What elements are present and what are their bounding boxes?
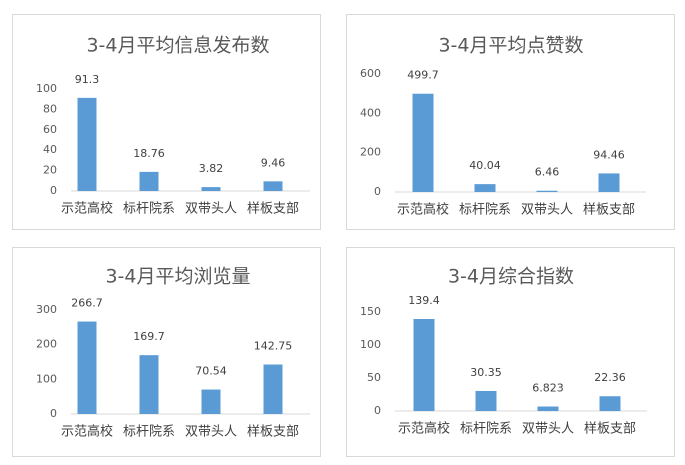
y-tick-label: 600 bbox=[360, 67, 381, 80]
chart-panel-info-posts: 3-4月平均信息发布数 0 20 40 60 80 100 91.3 示范高校 18.76 标杆院系… bbox=[12, 14, 321, 230]
data-label: 94.46 bbox=[593, 148, 625, 161]
bar bbox=[537, 406, 559, 411]
data-label: 30.35 bbox=[470, 366, 502, 379]
chart-title: 3-4月平均点赞数 bbox=[438, 35, 583, 57]
bar bbox=[475, 390, 497, 411]
chart-panel-composite-index: 3-4月综合指数 0 50 100 150 139.4 示范高校 30.35 标杆院系 6.823… bbox=[346, 247, 675, 457]
bar bbox=[201, 187, 221, 191]
bar bbox=[474, 184, 496, 192]
data-label: 499.7 bbox=[407, 69, 439, 82]
y-tick-label: 60 bbox=[43, 123, 57, 136]
category-label: 样板支部 bbox=[247, 425, 299, 440]
bar bbox=[599, 396, 621, 411]
y-tick-label: 40 bbox=[43, 143, 57, 156]
category-label: 示范高校 bbox=[397, 202, 449, 218]
category-label: 标杆院系 bbox=[460, 422, 512, 437]
y-tick-label: 100 bbox=[360, 338, 381, 351]
category-label: 示范高校 bbox=[398, 421, 450, 437]
y-tick-label: 0 bbox=[50, 407, 57, 420]
data-label: 40.04 bbox=[469, 159, 501, 172]
y-tick-label: 100 bbox=[36, 82, 57, 95]
y-tick-label: 80 bbox=[43, 102, 57, 115]
y-tick-label: 300 bbox=[36, 303, 57, 316]
bar bbox=[536, 190, 558, 192]
y-tick-label: 150 bbox=[360, 305, 381, 318]
category-label: 示范高校 bbox=[61, 424, 113, 440]
bar bbox=[263, 364, 283, 414]
bar-chart: 3-4月平均点赞数 0 200 400 600 499.7 示范高校 40.04 标杆院系 6.4… bbox=[360, 35, 646, 218]
bar bbox=[77, 97, 97, 191]
y-tick-label: 200 bbox=[36, 338, 57, 351]
data-label: 142.75 bbox=[254, 340, 293, 353]
data-label: 169.7 bbox=[133, 330, 165, 343]
category-label: 双带头人 bbox=[185, 202, 237, 217]
bar-chart: 3-4月平均浏览量 0 100 200 300 266.7 示范高校 169.7 标杆院系 70.… bbox=[36, 266, 310, 440]
chart-title: 3-4月平均信息发布数 bbox=[86, 35, 269, 57]
bar bbox=[139, 355, 159, 414]
bar bbox=[139, 171, 159, 191]
data-label: 22.36 bbox=[594, 371, 626, 384]
chart-panel-views: 3-4月平均浏览量 0 100 200 300 266.7 示范高校 169.7 标杆院系 70.… bbox=[12, 247, 321, 457]
category-label: 标杆院系 bbox=[123, 202, 175, 217]
data-label: 266.7 bbox=[71, 297, 103, 310]
data-label: 6.46 bbox=[535, 166, 560, 179]
y-tick-label: 0 bbox=[50, 184, 57, 197]
data-label: 9.46 bbox=[261, 156, 286, 169]
category-label: 标杆院系 bbox=[123, 425, 175, 440]
bar bbox=[412, 93, 434, 192]
y-tick-label: 200 bbox=[360, 146, 381, 159]
bar bbox=[263, 181, 283, 191]
bar bbox=[598, 173, 620, 192]
category-label: 样板支部 bbox=[583, 203, 635, 218]
chart-panel-likes: 3-4月平均点赞数 0 200 400 600 499.7 示范高校 40.04 标杆院系 6.4… bbox=[346, 14, 675, 230]
data-label: 3.82 bbox=[199, 162, 224, 175]
y-tick-label: 0 bbox=[374, 185, 381, 198]
bar-chart: 3-4月综合指数 0 50 100 150 139.4 示范高校 30.35 标杆院系 6.823… bbox=[360, 266, 647, 437]
data-label: 18.76 bbox=[133, 147, 165, 160]
chart-title: 3-4月平均浏览量 bbox=[105, 266, 250, 288]
y-tick-label: 20 bbox=[43, 164, 57, 177]
data-label: 91.3 bbox=[75, 73, 100, 86]
bar-chart: 3-4月平均信息发布数 0 20 40 60 80 100 91.3 示范高校 18.76 标杆院系… bbox=[36, 35, 310, 217]
y-tick-label: 50 bbox=[367, 371, 381, 384]
data-label: 139.4 bbox=[408, 294, 440, 307]
y-tick-label: 0 bbox=[374, 404, 381, 417]
category-label: 双带头人 bbox=[185, 425, 237, 440]
data-label: 70.54 bbox=[195, 365, 227, 378]
category-label: 示范高校 bbox=[61, 201, 113, 217]
category-label: 标杆院系 bbox=[459, 203, 511, 218]
category-label: 样板支部 bbox=[584, 422, 636, 437]
data-label: 6.823 bbox=[532, 381, 564, 394]
bar bbox=[413, 318, 435, 411]
category-label: 样板支部 bbox=[247, 202, 299, 217]
bar bbox=[201, 389, 221, 414]
chart-title: 3-4月综合指数 bbox=[448, 266, 574, 288]
category-label: 双带头人 bbox=[522, 422, 574, 437]
bar bbox=[77, 321, 97, 414]
y-tick-label: 100 bbox=[36, 372, 57, 385]
y-tick-label: 400 bbox=[360, 106, 381, 119]
category-label: 双带头人 bbox=[521, 203, 573, 218]
